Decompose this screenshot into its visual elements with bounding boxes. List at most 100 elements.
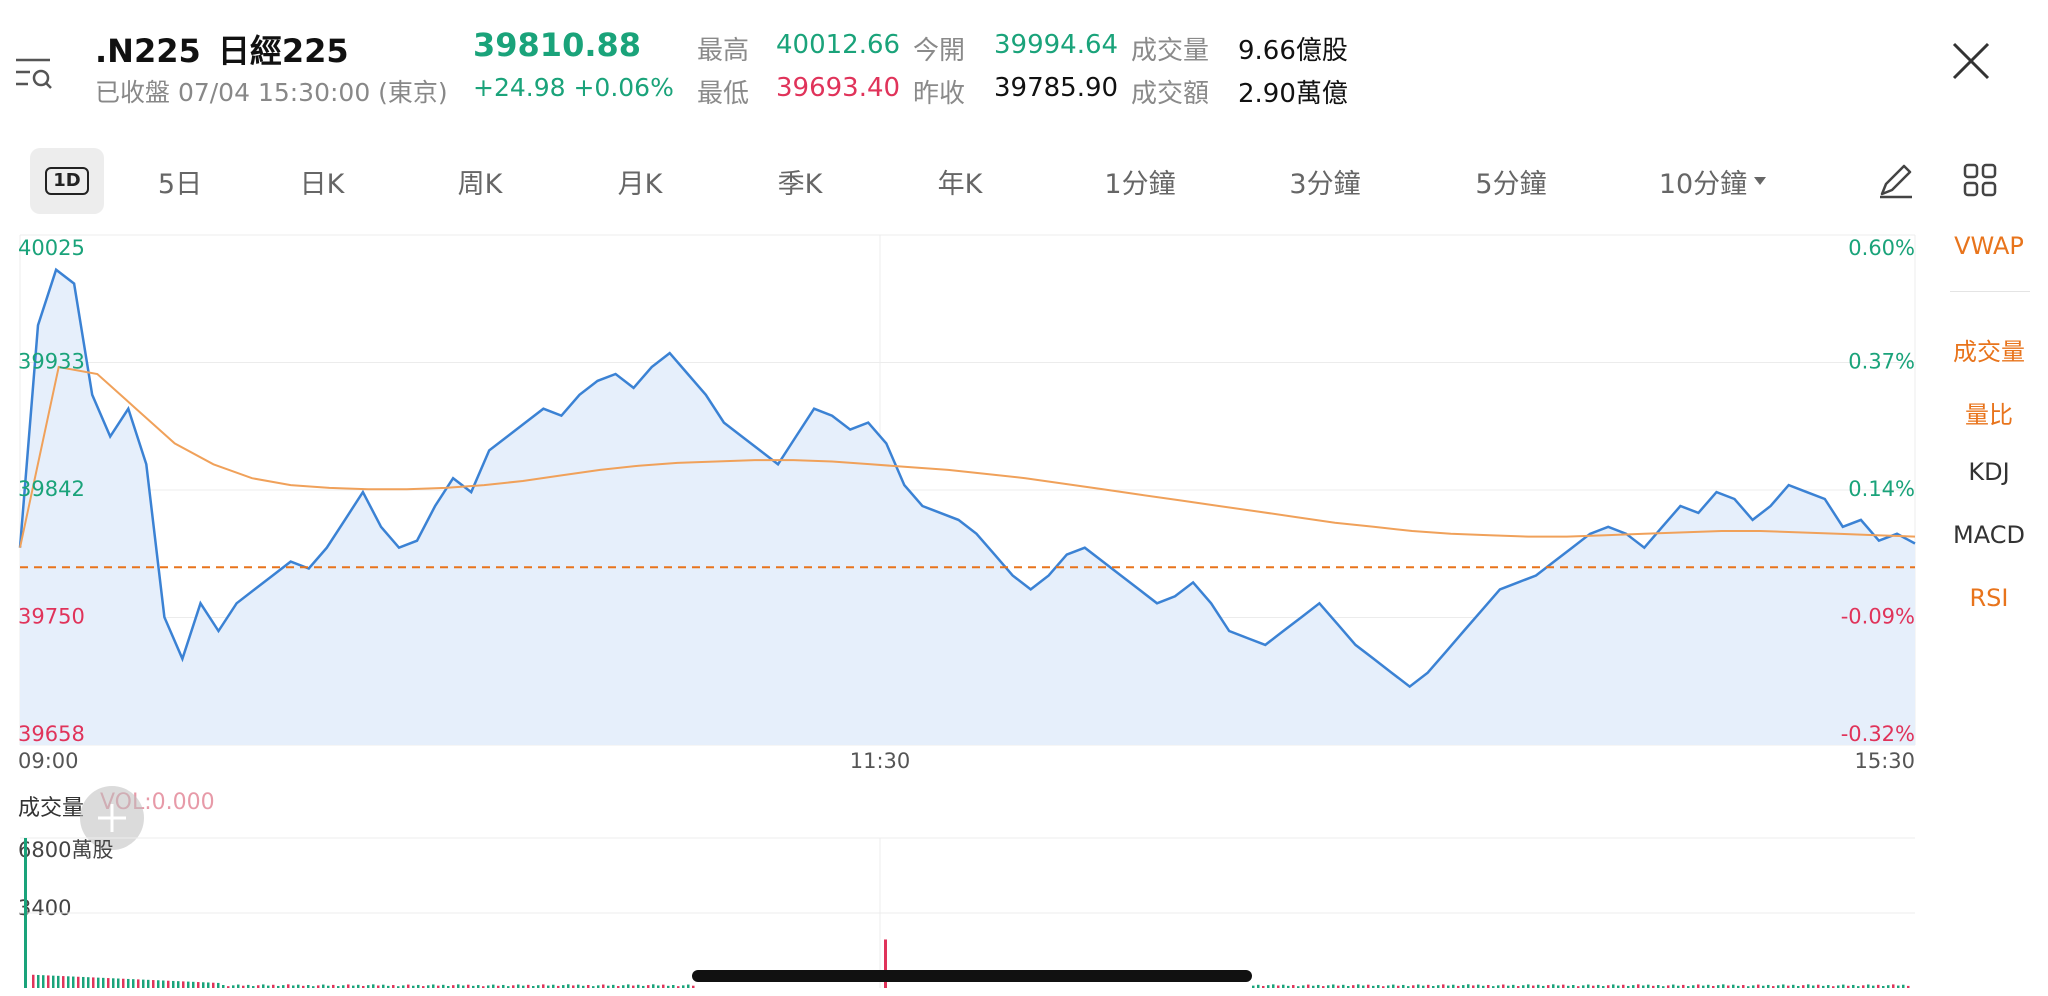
volume-bar: [342, 985, 345, 988]
volume-bar: [452, 985, 455, 988]
volume-bar: [1412, 985, 1415, 988]
indicator-volume-ratio[interactable]: 量比: [1965, 401, 2013, 429]
menu-search-icon[interactable]: [14, 54, 54, 94]
indicator-volume[interactable]: 成交量: [1953, 338, 2025, 366]
tab-3min[interactable]: 3分鐘: [1289, 168, 1361, 200]
volume-bar: [182, 981, 185, 988]
volume-bar: [1437, 985, 1440, 988]
volume-bar: [1722, 984, 1725, 988]
y-tick-left: 39658: [18, 722, 85, 746]
indicator-vwap[interactable]: VWAP: [1954, 232, 2024, 260]
volume-bar: [527, 984, 530, 988]
volume-bar: [167, 980, 170, 988]
tab-1d[interactable]: 1D: [30, 148, 104, 214]
indicator-rsi[interactable]: RSI: [1969, 584, 2009, 612]
volume-bar: [492, 984, 495, 988]
volume-bar: [67, 976, 70, 988]
volume-bar: [1662, 986, 1665, 988]
volume-bar: [1267, 985, 1270, 988]
volume-bar: [1387, 985, 1390, 988]
volume-bar: [1702, 985, 1705, 988]
volume-bar: [567, 984, 570, 988]
volume-bar: [507, 986, 510, 988]
volume-bar: [582, 985, 585, 988]
draw-pencil-icon[interactable]: [1876, 160, 1916, 200]
volume-bar: [1262, 985, 1265, 988]
close-icon[interactable]: [1950, 40, 1992, 82]
volume-bar: [192, 981, 195, 988]
volume-bar: [1522, 985, 1525, 988]
volume-bar: [1627, 985, 1630, 988]
volume-bar: [502, 984, 505, 988]
tab-1d-label: 1D: [45, 167, 89, 195]
volume-bar: [1607, 985, 1610, 988]
volume-bar: [552, 984, 555, 988]
volume-bar: [1767, 984, 1770, 988]
y-tick-left: 39750: [18, 605, 85, 629]
volume-bar: [1327, 985, 1330, 988]
intraday-price-chart[interactable]: 40025 0.60% 39933 0.37% 39842 0.14% 39750 -0.09…: [0, 230, 1940, 770]
volume-bar: [1692, 985, 1695, 988]
volume-bar: [557, 985, 560, 988]
indicator-kdj[interactable]: KDJ: [1968, 458, 2010, 486]
volume-bar: [1507, 985, 1510, 988]
volume-bar: [177, 981, 180, 988]
x-tick-label: 11:30: [850, 749, 911, 770]
add-indicator-button[interactable]: [80, 786, 144, 850]
tab-year-k[interactable]: 年K: [937, 168, 983, 200]
volume-bar: [1622, 984, 1625, 988]
volume-bar: [1847, 985, 1850, 988]
grid-layout-icon[interactable]: [1962, 162, 1998, 198]
tab-10min[interactable]: 10分鐘: [1648, 160, 1778, 202]
tab-10min-label: 10分鐘: [1658, 168, 1748, 200]
volume-bar: [277, 985, 280, 988]
volume-bar: [307, 985, 310, 988]
volume-bar: [257, 985, 260, 988]
tab-day-k[interactable]: 日K: [299, 168, 345, 200]
volume-bar: [1857, 986, 1860, 988]
volume-bar: [1377, 985, 1380, 988]
volume-value: 9.66億股: [1238, 36, 1348, 66]
volume-bar: [152, 980, 155, 988]
volume-bar: [1402, 984, 1405, 988]
volume-bar: [1407, 986, 1410, 988]
volume-bar: [1532, 985, 1535, 988]
high-label: 最高: [697, 36, 750, 66]
volume-bar: [667, 985, 670, 988]
tab-5d[interactable]: 5日: [157, 168, 203, 200]
volume-bar: [407, 984, 410, 988]
x-tick-label: 09:00: [18, 749, 79, 770]
volume-bar: [467, 984, 470, 988]
volume-bar: [447, 985, 450, 988]
volume-bar: [1802, 985, 1805, 988]
volume-bar: [1542, 985, 1545, 988]
volume-bar: [282, 985, 285, 988]
volume-bar: [1442, 984, 1445, 988]
volume-bar: [1567, 985, 1570, 988]
volume-bar: [1467, 984, 1470, 988]
volume-bar: [427, 985, 430, 988]
tab-5min[interactable]: 5分鐘: [1475, 168, 1547, 200]
volume-bar: [337, 986, 340, 988]
tab-month-k[interactable]: 月K: [617, 168, 663, 200]
volume-bar: [1617, 985, 1620, 988]
volume-bar: [92, 977, 95, 988]
volume-bar: [1397, 985, 1400, 988]
tab-quarter-k[interactable]: 季K: [777, 168, 823, 200]
tab-week-k[interactable]: 周K: [457, 168, 503, 200]
volume-bar: [77, 976, 80, 988]
volume-bar: [1712, 985, 1715, 988]
y-tick-right: -0.32%: [1841, 722, 1915, 746]
volume-bar: [1347, 985, 1350, 988]
price-area: [20, 269, 1915, 745]
volume-bar: [1637, 984, 1640, 988]
volume-bar: [1427, 984, 1430, 988]
indicator-macd[interactable]: MACD: [1953, 521, 2025, 549]
volume-bar: [547, 985, 550, 988]
volume-bar: [172, 980, 175, 988]
volume-bar: [117, 978, 120, 988]
tab-1min[interactable]: 1分鐘: [1104, 168, 1176, 200]
prev-close-value: 39785.90: [994, 73, 1119, 103]
volume-bar: [1677, 985, 1680, 988]
volume-bar: [1357, 984, 1360, 988]
